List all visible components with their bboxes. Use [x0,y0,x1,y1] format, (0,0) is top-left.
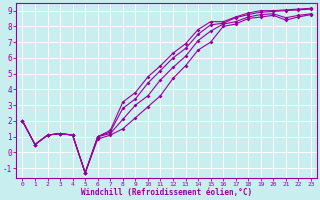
X-axis label: Windchill (Refroidissement éolien,°C): Windchill (Refroidissement éolien,°C) [81,188,252,197]
